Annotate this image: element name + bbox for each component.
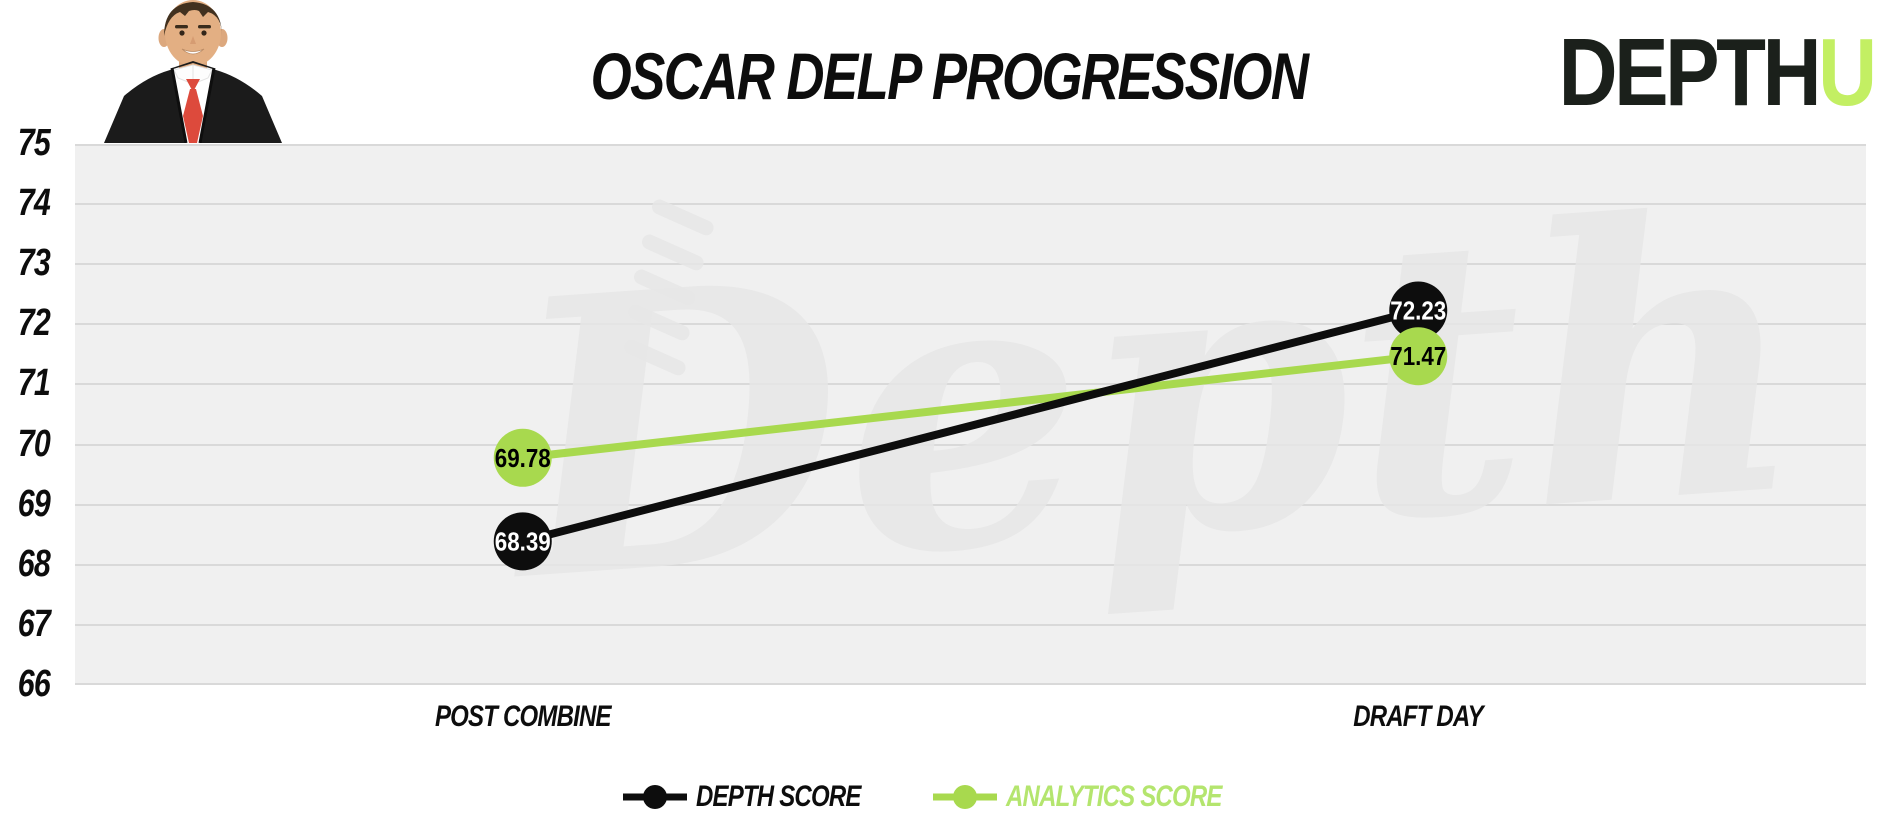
legend-item-depth-score: DEPTH SCORE bbox=[622, 780, 902, 814]
x-axis-label-text: POST COMBINE bbox=[434, 700, 612, 733]
legend: DEPTH SCORE ANALYTICS SCORE bbox=[0, 780, 1898, 814]
x-axis-label: DRAFT DAY bbox=[1258, 700, 1578, 734]
watermark-text: Depth bbox=[486, 144, 1815, 666]
brand-logo-depth: DEPTH bbox=[1558, 19, 1822, 126]
y-axis-label: 66 bbox=[17, 663, 51, 705]
y-axis-label: 72 bbox=[17, 302, 51, 345]
legend-label-analytics-score: ANALYTICS SCORE bbox=[1006, 780, 1222, 813]
x-axis-label: POST COMBINE bbox=[363, 700, 683, 734]
plot-area: Depth bbox=[75, 144, 1866, 685]
gridline bbox=[75, 203, 1866, 206]
y-axis-label: 75 bbox=[17, 122, 51, 164]
title-bar: OSCAR DELP PROGRESSION bbox=[0, 40, 1898, 112]
y-axis-label: 67 bbox=[17, 602, 51, 645]
watermark-logo: Depth bbox=[486, 144, 1815, 666]
legend-item-analytics-score: ANALYTICS SCORE bbox=[932, 780, 1275, 814]
x-axis-label-text: DRAFT DAY bbox=[1353, 700, 1484, 733]
y-axis-label: 69 bbox=[17, 482, 51, 525]
gridline bbox=[75, 683, 1866, 685]
y-axis-label: 70 bbox=[17, 422, 51, 465]
gridline bbox=[75, 563, 1866, 566]
y-axis-label: 73 bbox=[17, 242, 51, 285]
page-title: OSCAR DELP PROGRESSION bbox=[590, 39, 1309, 113]
legend-label-depth-score: DEPTH SCORE bbox=[696, 780, 861, 813]
gridline bbox=[75, 623, 1866, 626]
gridline bbox=[75, 144, 1866, 146]
brand-logo: DEPTHU bbox=[1503, 25, 1878, 121]
legend-marker-depth-icon bbox=[623, 785, 688, 809]
brand-logo-u: U bbox=[1818, 19, 1877, 126]
y-axis-label: 74 bbox=[17, 182, 51, 225]
player-photo bbox=[104, 0, 282, 143]
y-axis-label: 68 bbox=[17, 542, 51, 585]
y-axis-label: 71 bbox=[17, 362, 51, 405]
gridline bbox=[75, 263, 1866, 266]
legend-marker-analytics-icon bbox=[933, 785, 998, 809]
